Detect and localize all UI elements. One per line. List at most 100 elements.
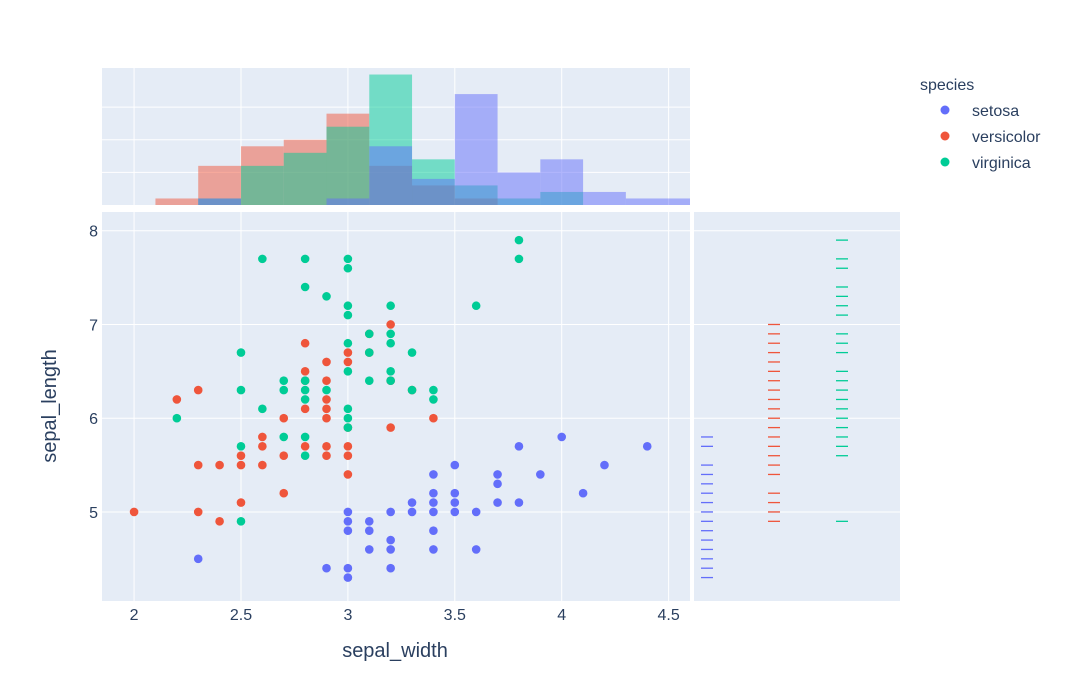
scatter-point-versicolor [193, 385, 203, 395]
scatter-point-setosa [450, 498, 460, 507]
scatter-point-setosa [514, 498, 524, 507]
scatter-point-virginica [279, 376, 289, 386]
histogram-bar-setosa [454, 94, 498, 205]
scatter-point-versicolor [236, 498, 246, 507]
scatter-point-virginica [386, 376, 395, 386]
scatter-point-virginica [300, 376, 310, 386]
scatter-point-versicolor [343, 348, 353, 357]
scatter-point-versicolor [258, 442, 267, 451]
scatter-point-setosa [429, 470, 438, 479]
scatter-point-setosa [193, 554, 203, 564]
scatter-point-virginica [429, 385, 438, 395]
scatter-point-setosa [429, 526, 438, 535]
scatter-point-versicolor [258, 432, 267, 442]
scatter-point-virginica [364, 376, 374, 386]
scatter-point-versicolor [386, 423, 395, 432]
histogram-bar-virginica [240, 165, 284, 205]
legend-marker-versicolor[interactable] [940, 131, 950, 141]
scatter-point-setosa [429, 545, 438, 554]
scatter-point-virginica [364, 348, 374, 357]
scatter-point-virginica [279, 432, 289, 442]
x-tick-label: 4.5 [657, 607, 679, 624]
scatter-point-setosa [364, 545, 374, 554]
scatter-point-setosa [514, 442, 524, 451]
legend-title: species [920, 77, 974, 94]
scatter-point-versicolor [343, 442, 353, 451]
scatter-point-virginica [300, 385, 310, 395]
histogram-bar-setosa [326, 198, 370, 205]
scatter-point-virginica [343, 413, 353, 423]
legend: species setosa versicolor virginica [920, 77, 1041, 172]
scatter-point-setosa [536, 470, 545, 479]
scatter-point-setosa [407, 507, 417, 517]
scatter-point-virginica [258, 254, 267, 264]
scatter-point-setosa [386, 545, 395, 554]
scatter-point-versicolor [193, 460, 203, 470]
scatter-point-virginica [236, 385, 246, 395]
scatter-point-setosa [493, 470, 502, 479]
legend-marker-virginica[interactable] [940, 157, 950, 167]
legend-label-versicolor[interactable]: versicolor [972, 129, 1041, 146]
histogram-bar-setosa [369, 146, 413, 205]
scatter-point-setosa [493, 479, 502, 489]
histogram-bar-setosa [412, 178, 455, 205]
scatter-point-versicolor [322, 451, 331, 461]
scatter-point-virginica [258, 404, 267, 414]
scatter-point-setosa [322, 563, 331, 573]
y-tick-label: 6 [89, 411, 98, 428]
scatter-point-virginica [386, 338, 395, 348]
histogram-bar-setosa [668, 198, 690, 205]
scatter-point-virginica [343, 423, 353, 432]
scatter-point-setosa [493, 498, 502, 507]
legend-label-setosa[interactable]: setosa [972, 103, 1019, 120]
scatter-point-setosa [407, 498, 417, 507]
scatter-point-virginica [322, 292, 331, 301]
y-axis-title: sepal_length [39, 349, 61, 462]
scatter-point-virginica [279, 385, 289, 395]
scatter-point-virginica [236, 442, 246, 451]
scatter-point-virginica [429, 395, 438, 404]
x-axis-title: sepal_width [342, 640, 448, 662]
scatter-point-versicolor [258, 460, 267, 470]
scatter-point-setosa [429, 498, 438, 507]
legend-marker-setosa[interactable] [940, 105, 950, 115]
histogram-bar-setosa [198, 198, 241, 205]
scatter-point-versicolor [172, 395, 182, 404]
scatter-point-virginica [300, 451, 310, 461]
scatter-point-setosa [343, 507, 353, 517]
scatter-point-virginica [471, 301, 481, 311]
scatter-point-virginica [343, 338, 353, 348]
scatter-point-virginica [172, 413, 182, 423]
histogram-bar-setosa [540, 159, 584, 205]
scatter-point-setosa [343, 563, 353, 573]
scatter-point-virginica [514, 254, 524, 264]
scatter-point-virginica [300, 254, 310, 264]
y-tick-label: 8 [89, 224, 98, 241]
scatter-point-setosa [364, 526, 374, 535]
scatter-point-setosa [450, 507, 460, 517]
scatter-point-virginica [364, 329, 374, 339]
scatter-point-versicolor [215, 460, 224, 470]
scatter-point-virginica [514, 235, 524, 245]
scatter-point-setosa [429, 488, 438, 498]
scatter-point-virginica [343, 263, 353, 273]
scatter-point-versicolor [279, 488, 289, 498]
main-plot-area [102, 212, 690, 601]
scatter-point-virginica [343, 254, 353, 264]
scatter-point-setosa [364, 517, 374, 526]
scatter-point-setosa [450, 460, 460, 470]
scatter-point-virginica [322, 385, 331, 395]
scatter-point-versicolor [429, 413, 438, 423]
scatter-point-virginica [300, 395, 310, 404]
scatter-point-virginica [407, 385, 417, 395]
scatter-point-virginica [343, 367, 353, 376]
histogram-bar-setosa [497, 172, 541, 205]
scatter-point-versicolor [236, 451, 246, 461]
scatter-point-virginica [236, 348, 246, 357]
scatter-point-setosa [386, 535, 395, 545]
legend-label-virginica[interactable]: virginica [972, 155, 1031, 172]
scatter-point-versicolor [343, 470, 353, 479]
scatter-point-versicolor [300, 338, 310, 348]
scatter-point-setosa [642, 442, 652, 451]
scatter-point-setosa [386, 563, 395, 573]
